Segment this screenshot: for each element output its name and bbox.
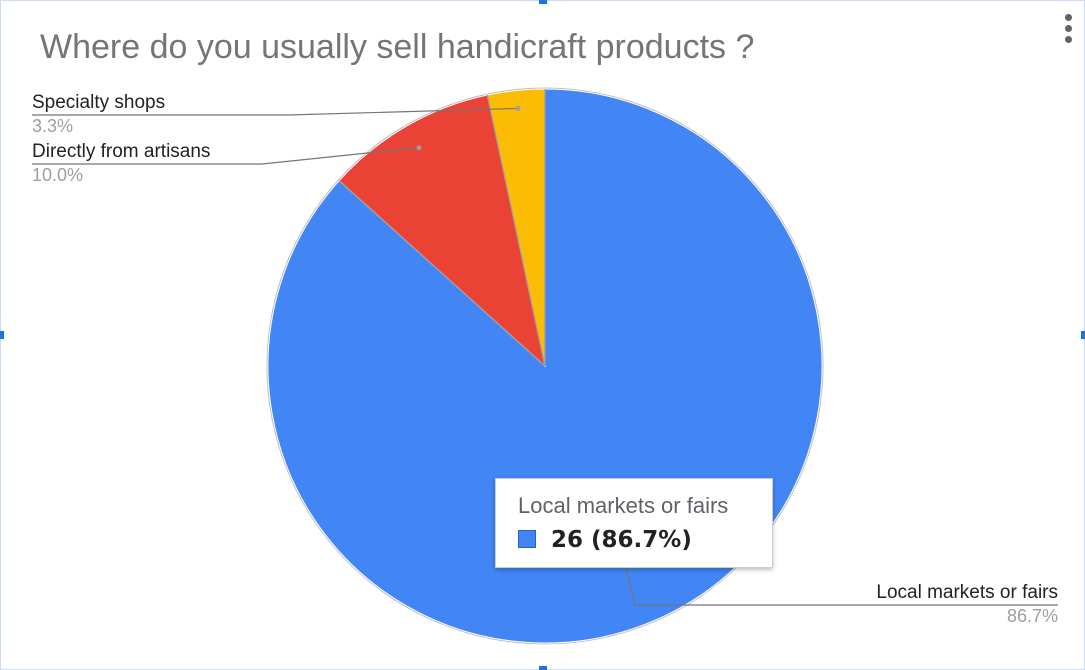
slice-edge: [338, 180, 546, 367]
pie-slice-directly-from-artisans[interactable]: [338, 94, 546, 368]
slice-label-local-markets-or-fairs: Local markets or fairs: [876, 582, 1058, 603]
slice-percent-specialty-shops: 3.3%: [32, 116, 73, 136]
leader-dot-specialty-shops: [515, 105, 521, 111]
tooltip-label: Local markets or fairs: [518, 493, 729, 518]
more-options-icon[interactable]: [1058, 12, 1078, 46]
slice-edge: [486, 94, 546, 367]
leader-line-specialty-shops: [32, 107, 518, 116]
slice-percent-local-markets-or-fairs: 86.7%: [1007, 606, 1058, 626]
tooltip: Local markets or fairs 26 (86.7%): [495, 478, 773, 568]
leader-line-directly-from-artisans: [32, 147, 420, 165]
leader-dot-directly-from-artisans: [416, 145, 422, 151]
resize-handle-bottom[interactable]: [539, 666, 547, 670]
tooltip-value: 26 (86.7%): [551, 527, 692, 553]
resize-handle-top[interactable]: [539, 0, 547, 4]
slice-percent-directly-from-artisans: 10.0%: [32, 165, 83, 185]
tooltip-swatch: [518, 530, 536, 548]
resize-handle-left[interactable]: [0, 331, 4, 339]
slice-label-directly-from-artisans: Directly from artisans: [32, 141, 210, 162]
slice-label-specialty-shops: Specialty shops: [32, 92, 165, 113]
chart-title: Where do you usually sell handicraft pro…: [40, 28, 755, 66]
resize-handle-right[interactable]: [1081, 331, 1085, 339]
